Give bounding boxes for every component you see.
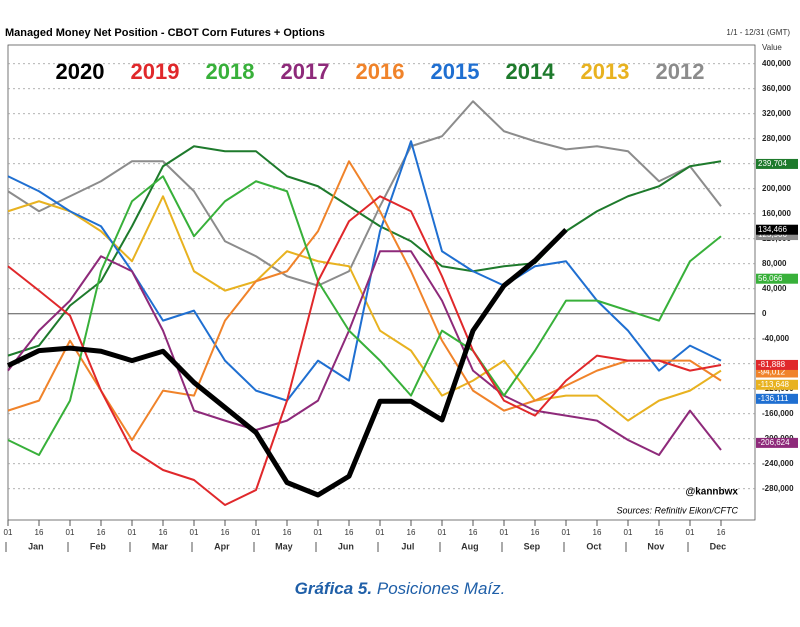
- x-day-label: 16: [159, 528, 168, 537]
- x-month-label: May: [275, 541, 293, 551]
- end-value-box: [756, 230, 798, 241]
- x-day-label: 01: [438, 528, 447, 537]
- x-day-label: 01: [624, 528, 633, 537]
- caption: Gráfica 5. Posiciones Maíz.: [295, 579, 506, 598]
- x-month-label: Jul: [401, 541, 414, 551]
- x-day-label: 01: [128, 528, 137, 537]
- end-value-box: [756, 359, 798, 370]
- end-value-label: -113,648: [758, 380, 790, 389]
- x-month-label: Dec: [710, 541, 727, 551]
- legend-entry: 2013: [581, 59, 630, 84]
- x-day-label: 01: [562, 528, 571, 537]
- x-day-label: 01: [4, 528, 13, 537]
- x-day-label: 01: [66, 528, 75, 537]
- chart-title: Managed Money Net Position - CBOT Corn F…: [5, 27, 325, 39]
- y-axis-label: Value: [762, 43, 782, 52]
- annotation: @kannbwx: [685, 487, 738, 498]
- x-day-label: 01: [376, 528, 385, 537]
- legend-entry: 2016: [356, 59, 405, 84]
- series-line: [7, 250, 722, 456]
- legend-entry: 2018: [206, 59, 255, 84]
- caption-text: Posiciones Maíz.: [377, 579, 506, 598]
- end-value-box: [756, 273, 798, 284]
- end-value-label: 56,066: [758, 274, 783, 283]
- x-day-label: 01: [314, 528, 323, 537]
- y-tick-label: 320,000: [762, 109, 791, 118]
- legend-entry: 2017: [281, 59, 330, 84]
- y-tick-label: 80,000: [762, 259, 787, 268]
- end-value-label: -81,888: [758, 360, 786, 369]
- legend-entry: 2019: [131, 59, 180, 84]
- x-day-label: 16: [531, 528, 540, 537]
- date-range: 1/1 - 12/31 (GMT): [726, 28, 790, 37]
- x-day-label: 16: [35, 528, 44, 537]
- end-value-box: [756, 367, 798, 378]
- x-day-label: 01: [500, 528, 509, 537]
- legend-entry: 2012: [656, 59, 705, 84]
- end-value-box: [756, 224, 798, 235]
- y-tick-label: -280,000: [762, 484, 794, 493]
- y-tick-label: -240,000: [762, 459, 794, 468]
- x-month-label: Sep: [524, 541, 541, 551]
- legend-entry: 2014: [506, 59, 556, 84]
- end-value-box: [756, 158, 798, 169]
- y-tick-label: 160,000: [762, 209, 791, 218]
- y-tick-label: -160,000: [762, 409, 794, 418]
- end-value-label: -136,111: [758, 394, 789, 403]
- x-month-label: Jan: [28, 541, 44, 551]
- end-value-label: 134,466: [758, 225, 787, 234]
- y-tick-label: 360,000: [762, 84, 791, 93]
- series-line: [7, 175, 722, 456]
- series-line: [7, 100, 722, 287]
- end-value-box: [756, 393, 798, 404]
- x-month-label: Mar: [152, 541, 169, 551]
- x-month-label: Oct: [586, 541, 601, 551]
- x-day-label: 16: [221, 528, 230, 537]
- end-value-label: 239,704: [758, 159, 787, 168]
- series-line: [7, 195, 722, 506]
- x-day-label: 16: [345, 528, 354, 537]
- series-line: [7, 195, 722, 422]
- x-month-label: Feb: [90, 541, 107, 551]
- x-day-label: 16: [655, 528, 664, 537]
- x-month-label: Aug: [461, 541, 479, 551]
- series-line: [7, 160, 722, 441]
- x-day-label: 01: [252, 528, 261, 537]
- x-day-label: 16: [407, 528, 416, 537]
- end-value-box: [756, 437, 798, 448]
- end-value-label: -206,624: [758, 438, 790, 447]
- y-tick-label: 280,000: [762, 134, 791, 143]
- y-tick-label: -40,000: [762, 334, 790, 343]
- legend-entry: 2015: [431, 59, 480, 84]
- x-month-label: Jun: [338, 541, 354, 551]
- end-value-label: -94,012: [758, 368, 786, 377]
- source: Sources: Refinitiv Eikon/CFTC: [616, 505, 738, 515]
- series-line: [7, 145, 722, 357]
- series-line: [6, 227, 568, 498]
- plot-frame: [7, 44, 756, 521]
- legend-entry: 2020: [56, 59, 105, 84]
- series-line: [7, 140, 722, 402]
- x-month-label: Nov: [647, 541, 664, 551]
- y-tick-label: 40,000: [762, 284, 787, 293]
- x-day-label: 01: [686, 528, 695, 537]
- x-day-label: 16: [717, 528, 726, 537]
- x-day-label: 16: [97, 528, 106, 537]
- y-tick-label: 200,000: [762, 184, 791, 193]
- x-day-label: 16: [283, 528, 292, 537]
- x-day-label: 01: [190, 528, 199, 537]
- end-value-box: [756, 379, 798, 390]
- y-tick-label: 0: [762, 309, 767, 318]
- x-day-label: 16: [469, 528, 478, 537]
- caption-bold: Gráfica 5.: [295, 579, 373, 598]
- x-day-label: 16: [593, 528, 602, 537]
- y-tick-label: 400,000: [762, 59, 791, 68]
- x-month-label: Apr: [214, 541, 230, 551]
